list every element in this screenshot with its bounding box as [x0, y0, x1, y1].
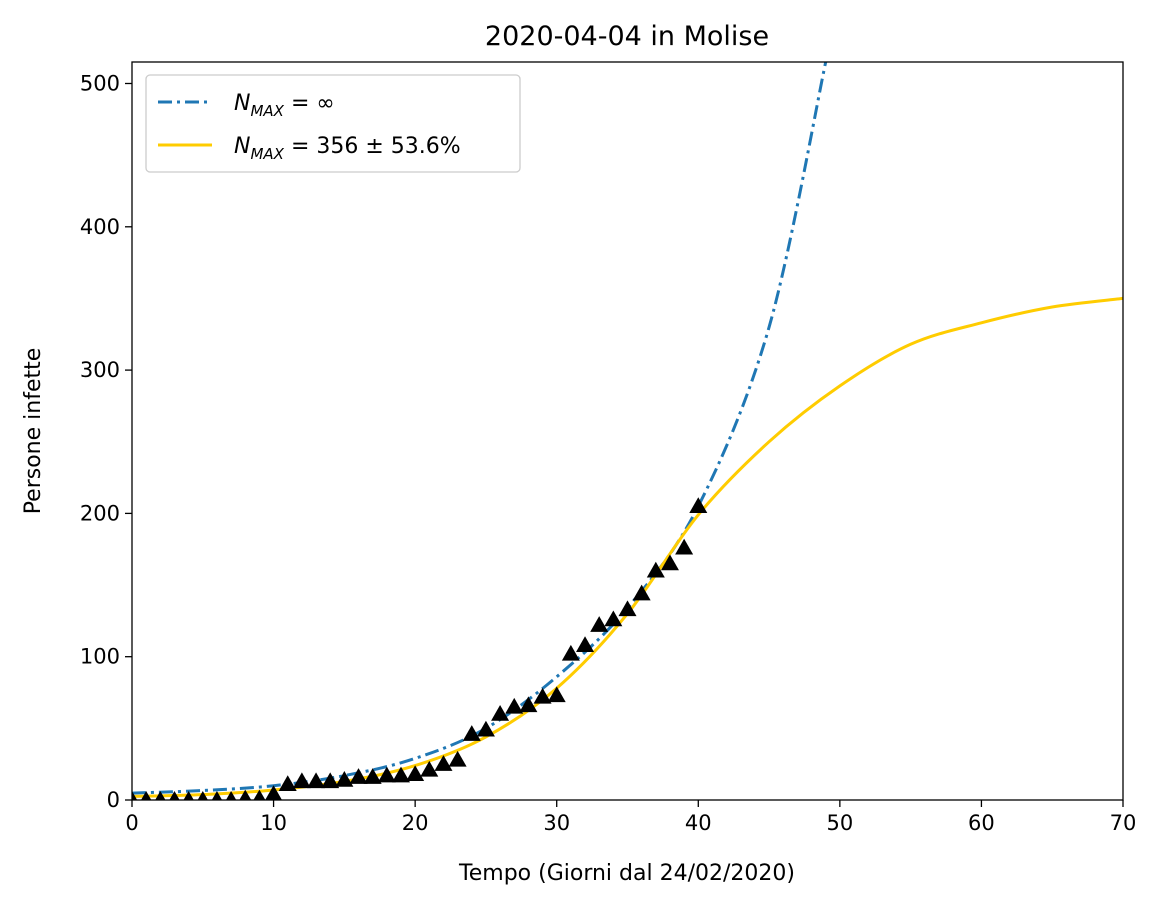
x-tick-label: 50: [826, 811, 853, 835]
data-point-marker: [689, 497, 708, 513]
legend-label: NMAX = 356 ± 53.6%: [234, 134, 461, 163]
x-tick-label: 10: [260, 811, 287, 835]
data-point-marker: [225, 791, 237, 800]
data-point-marker: [349, 768, 368, 784]
data-point-marker: [533, 687, 552, 704]
y-tick-label: 100: [80, 645, 120, 669]
chart-title: 2020-04-04 in Molise: [485, 21, 769, 52]
x-tick-label: 0: [125, 811, 138, 835]
y-tick-label: 500: [80, 71, 120, 95]
data-point-marker: [335, 770, 354, 787]
x-tick-label: 70: [1110, 811, 1137, 835]
data-point-marker: [660, 554, 679, 571]
data-point-marker: [491, 705, 510, 721]
y-axis: 0 100 200 300 400 500: [80, 71, 132, 812]
data-point-marker: [363, 768, 382, 784]
data-point-marker: [391, 766, 410, 783]
data-point-marker: [132, 791, 138, 800]
data-point-marker: [547, 686, 566, 703]
x-axis: 0 10 20 30 40 50 60 70: [125, 800, 1136, 835]
data-point-marker: [292, 772, 311, 789]
data-point-marker: [505, 697, 524, 714]
y-tick-label: 200: [80, 501, 120, 525]
data-point-marker: [406, 765, 425, 781]
data-point-marker: [675, 538, 694, 555]
logistic-fit-line: [132, 296, 1123, 798]
data-point-marker: [632, 584, 651, 601]
legend: NMAX = ∞ NMAX = 356 ± 53.6%: [145, 74, 521, 173]
data-point-marker: [239, 789, 252, 800]
data-point-marker: [211, 791, 223, 800]
data-point-marker: [141, 791, 152, 800]
y-tick-label: 300: [80, 358, 120, 382]
data-point-marker: [321, 772, 340, 789]
data-point-marker: [377, 766, 396, 783]
data-point-marker: [434, 755, 453, 771]
x-tick-label: 30: [543, 811, 570, 835]
data-point-marker: [253, 789, 266, 800]
data-point-marker: [169, 791, 180, 800]
plot-frame: [131, 61, 1124, 801]
data-point-marker: [197, 791, 208, 800]
data-point-marker: [420, 760, 439, 777]
legend-label: NMAX = ∞: [234, 91, 335, 120]
data-point-marker: [183, 791, 194, 800]
data-point-marker: [307, 772, 326, 789]
data-point-marker: [278, 775, 297, 791]
x-tick-label: 20: [402, 811, 429, 835]
data-point-marker: [462, 725, 481, 741]
data-point-marker: [155, 791, 166, 800]
data-point-marker: [448, 750, 467, 767]
y-tick-label: 400: [80, 215, 120, 239]
data-point-marker: [576, 636, 595, 652]
y-axis-label: Persone infette: [21, 348, 46, 515]
y-tick-label: 0: [107, 788, 120, 812]
data-point-marker: [476, 720, 495, 737]
marker-layer: [132, 497, 708, 800]
data-point-marker: [561, 644, 580, 661]
legend-box: [145, 74, 521, 173]
x-axis-label: Tempo (Giorni dal 24/02/2020): [458, 861, 795, 886]
data-point-marker: [618, 600, 637, 617]
data-point-marker: [590, 616, 609, 632]
x-tick-label: 40: [685, 811, 712, 835]
x-tick-label: 60: [968, 811, 995, 835]
data-point-marker: [265, 785, 282, 800]
data-point-marker: [519, 696, 538, 713]
data-point-marker: [604, 610, 623, 627]
data-point-marker: [646, 561, 665, 578]
